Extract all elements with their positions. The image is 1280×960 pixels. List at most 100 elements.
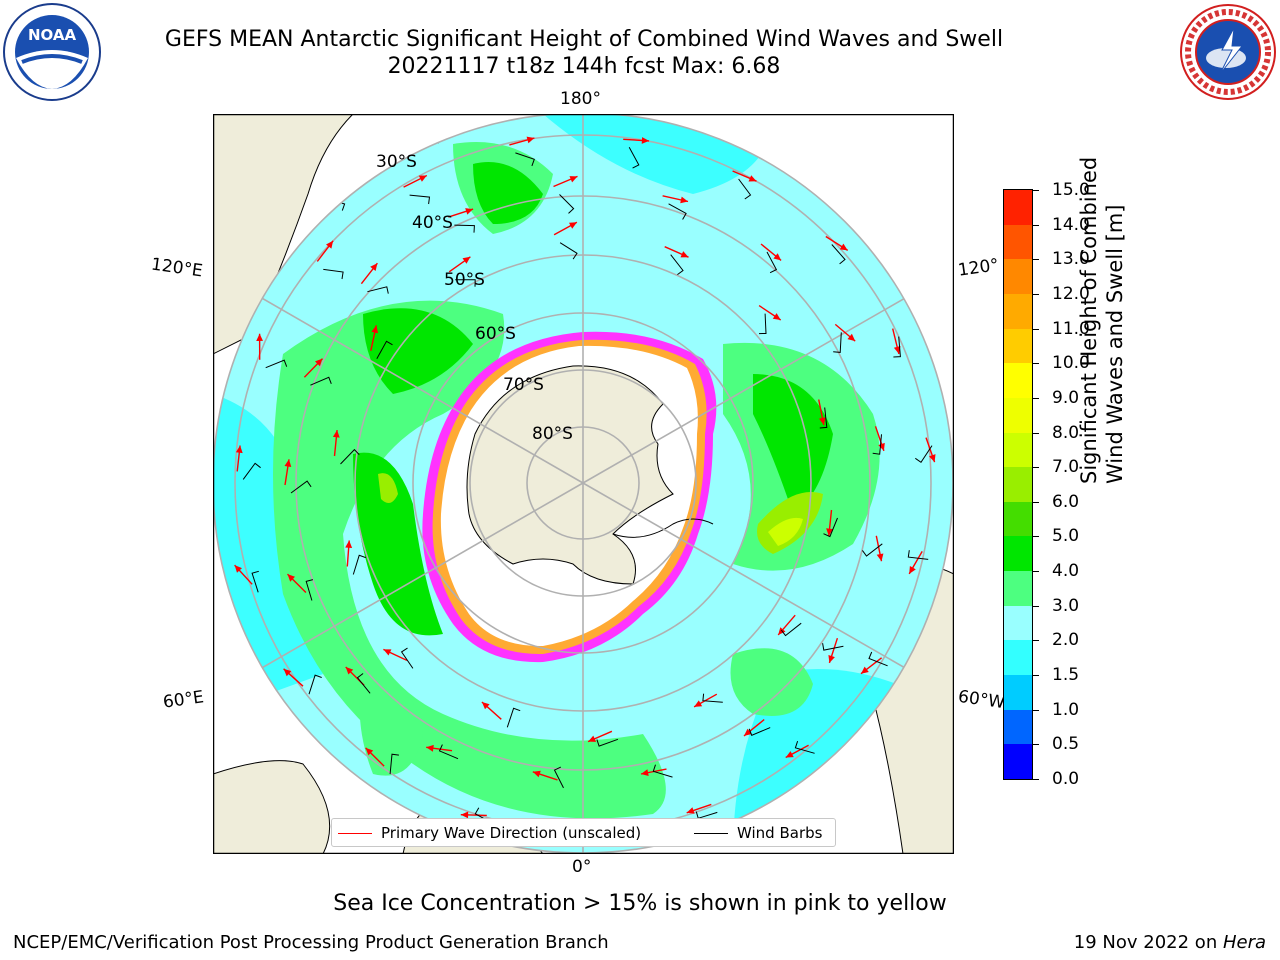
wave-arrow-head bbox=[326, 240, 334, 249]
wave-arrow-head bbox=[332, 430, 340, 438]
lat-label-70s: 70°S bbox=[503, 375, 544, 395]
wave-arrow-head bbox=[785, 751, 794, 758]
wave-arrow-head bbox=[847, 333, 856, 342]
wave-arrow-head bbox=[460, 811, 469, 819]
lat-label-50s: 50°S bbox=[444, 270, 485, 290]
wind-barb bbox=[308, 674, 322, 695]
wave-arrow-head bbox=[641, 769, 649, 776]
colorbar-tick-label: 12.0 bbox=[1052, 283, 1090, 304]
wind-barb bbox=[305, 579, 314, 601]
wave-arrow-head bbox=[686, 807, 695, 814]
footer-date: 19 Nov 2022 on Hera bbox=[1073, 932, 1266, 953]
wind-barb bbox=[861, 543, 883, 557]
colorbar-segment bbox=[1004, 328, 1032, 364]
wave-arrow-head bbox=[315, 358, 323, 367]
colorbar-segment bbox=[1004, 709, 1032, 745]
wind-barb bbox=[831, 244, 846, 265]
wind-barb bbox=[823, 517, 838, 538]
wave-arrow-head bbox=[748, 175, 757, 182]
colorbar-tick-label: 1.0 bbox=[1052, 699, 1080, 720]
wind-barb bbox=[340, 448, 360, 465]
wave-arrow-head bbox=[641, 137, 650, 144]
colorbar-tick-label: 7.0 bbox=[1052, 457, 1080, 478]
wave-arrow-head bbox=[371, 325, 379, 334]
wave-arrow-head bbox=[235, 445, 243, 454]
colorbar-tick bbox=[1033, 224, 1039, 226]
colorbar-tick-label: 3.0 bbox=[1052, 595, 1080, 616]
colorbar-tick-label: 14.0 bbox=[1052, 214, 1090, 235]
colorbar-tick bbox=[1033, 536, 1039, 538]
wave-arrow-head bbox=[283, 668, 292, 677]
wind-barb bbox=[819, 407, 828, 429]
colorbar-segment bbox=[1004, 674, 1032, 710]
map-legend: Primary Wave Direction (unscaled) Wind B… bbox=[331, 818, 836, 847]
colorbar-tick-label: 11.0 bbox=[1052, 318, 1090, 339]
wave-arrow-head bbox=[284, 459, 292, 467]
wave-arrow-head bbox=[345, 667, 354, 675]
lon-label-120w: 120° bbox=[956, 255, 1001, 281]
wind-barb bbox=[454, 224, 475, 233]
colorbar-tick bbox=[1033, 675, 1039, 677]
wind-barb bbox=[455, 279, 476, 287]
wave-arrow-head bbox=[909, 566, 916, 574]
wave-arrow-head bbox=[234, 565, 242, 573]
wind-barb bbox=[893, 336, 901, 358]
colorbar bbox=[1003, 189, 1033, 780]
colorbar-segment bbox=[1004, 639, 1032, 676]
legend-wave-line bbox=[338, 832, 372, 834]
colorbar-segment bbox=[1004, 362, 1032, 398]
colorbar-title: Significant Height of Combined Wind Wave… bbox=[1077, 156, 1127, 484]
colorbar-tick bbox=[1033, 640, 1039, 642]
wind-barb bbox=[389, 753, 399, 775]
wave-arrow-head bbox=[680, 196, 688, 204]
wind-barb bbox=[872, 434, 882, 455]
colorbar-segment bbox=[1004, 570, 1032, 606]
wave-arrow-head bbox=[462, 256, 471, 264]
wave-arrow-head bbox=[861, 666, 869, 674]
wind-barb bbox=[352, 554, 366, 575]
chart-subtitle: 20221117 t18z 144h fcst Max: 6.68 bbox=[387, 54, 781, 79]
wind-barb bbox=[290, 480, 312, 494]
colorbar-tick-label: 4.0 bbox=[1052, 561, 1080, 582]
colorbar-segment bbox=[1004, 501, 1032, 537]
legend-barb-line bbox=[694, 832, 728, 834]
wave-arrow-head bbox=[680, 251, 689, 258]
colorbar-tick bbox=[1033, 605, 1039, 607]
wave-arrow-head bbox=[893, 346, 901, 354]
lat-label-80s: 80°S bbox=[532, 424, 573, 444]
colorbar-tick bbox=[1033, 571, 1039, 573]
wave-arrow-head bbox=[532, 770, 541, 778]
colorbar-tick bbox=[1033, 432, 1039, 434]
wave-arrow-head bbox=[465, 208, 474, 215]
colorbar-tick-label: 0.5 bbox=[1052, 734, 1080, 755]
colorbar-tick-label: 1.5 bbox=[1052, 665, 1080, 686]
colorbar-tick-label: 15.0 bbox=[1052, 180, 1090, 200]
colorbar-tick bbox=[1033, 709, 1039, 711]
wave-arrow-head bbox=[287, 574, 295, 582]
wave-arrow-head bbox=[569, 176, 578, 183]
wind-barb bbox=[915, 445, 933, 464]
colorbar-tick bbox=[1033, 190, 1039, 191]
wave-arrow-head bbox=[772, 313, 781, 320]
wave-arrow-head bbox=[256, 333, 263, 341]
wave-arrow-head bbox=[526, 136, 535, 144]
wind-barb bbox=[670, 254, 684, 276]
wave-arrow-head bbox=[383, 649, 392, 656]
wind-barb bbox=[868, 651, 888, 667]
wind-barb bbox=[738, 178, 752, 200]
colorbar-segment bbox=[1004, 224, 1032, 260]
colorbar-tick bbox=[1033, 363, 1039, 365]
colorbar-segment bbox=[1004, 189, 1032, 225]
noaa-logo: NOAA bbox=[3, 3, 101, 101]
colorbar-tick bbox=[1033, 328, 1039, 330]
colorbar-tick bbox=[1033, 744, 1039, 746]
wind-barb bbox=[822, 643, 844, 651]
colorbar-tick-label: 5.0 bbox=[1052, 526, 1080, 547]
colorbar-segment bbox=[1004, 258, 1032, 294]
lat-label-40s: 40°S bbox=[412, 213, 453, 233]
wind-barb bbox=[559, 194, 575, 214]
wind-barb bbox=[907, 550, 929, 560]
wave-arrow-head bbox=[694, 700, 703, 707]
wave-arrow-head bbox=[365, 747, 374, 756]
wave-arrow-head bbox=[744, 728, 752, 736]
